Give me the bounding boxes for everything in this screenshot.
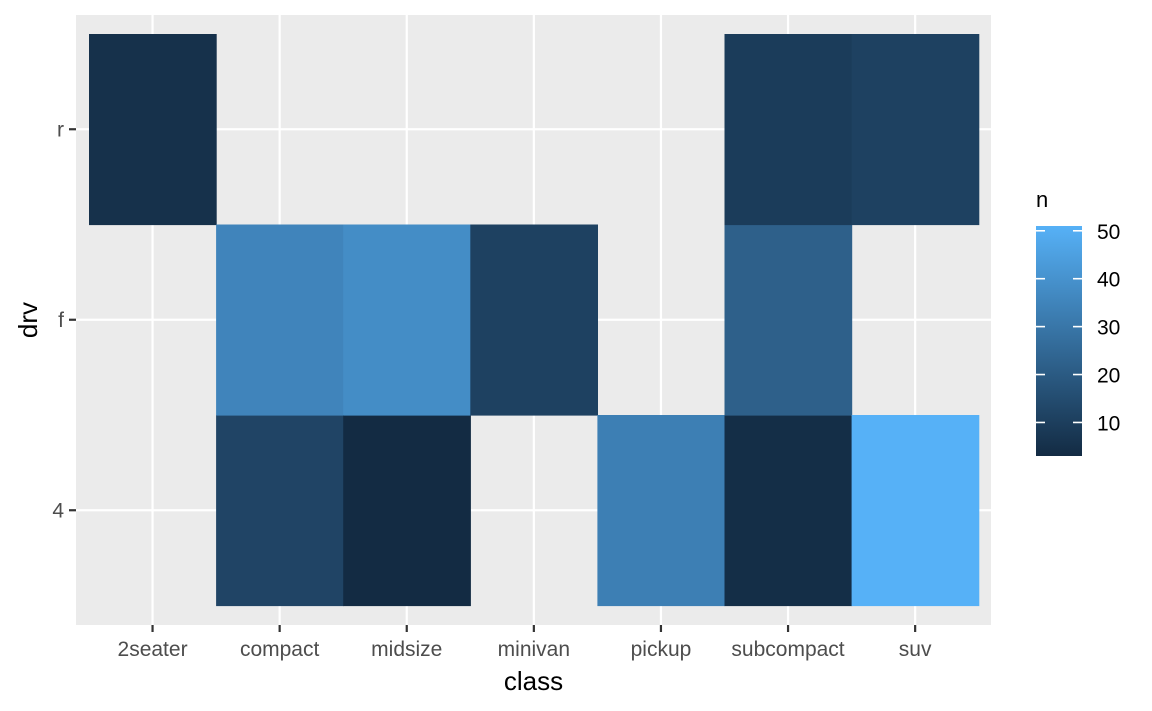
legend-tick-label-10: 10 xyxy=(1097,412,1120,435)
legend-tick-label-20: 20 xyxy=(1097,365,1120,388)
x-axis-title: class xyxy=(504,666,563,696)
legend-colorbar xyxy=(1036,226,1082,456)
y-tick-label-f: f xyxy=(58,309,64,332)
tile-minivan-f xyxy=(470,224,598,416)
tile-subcompact-r xyxy=(724,34,853,226)
tile-midsize-f xyxy=(343,224,471,416)
legend-tick-label-40: 40 xyxy=(1097,269,1120,292)
legend-tick-label-50: 50 xyxy=(1097,221,1120,244)
x-tick-label-minivan: minivan xyxy=(498,638,570,661)
y-axis: 4 f r xyxy=(52,118,76,522)
y-axis-title: drv xyxy=(13,302,43,338)
tile-subcompact-4 xyxy=(724,415,853,607)
tile-suv-r xyxy=(851,34,980,226)
x-axis: 2seater compact midsize minivan pickup subcom… xyxy=(118,625,932,661)
tile-compact-4 xyxy=(216,415,344,607)
legend-ticks: 10 20 30 40 50 xyxy=(1036,221,1120,435)
tile-subcompact-f xyxy=(724,224,853,416)
heatmap-tiles xyxy=(89,34,980,607)
tile-suv-4 xyxy=(851,415,980,607)
y-tick-label-4: 4 xyxy=(52,499,64,522)
x-tick-label-2seater: 2seater xyxy=(118,638,188,661)
x-tick-label-midsize: midsize xyxy=(371,638,442,661)
tile-midsize-4 xyxy=(343,415,471,607)
tile-2seater-r xyxy=(89,34,217,226)
tile-pickup-4 xyxy=(597,415,726,607)
legend-tick-label-30: 30 xyxy=(1097,317,1120,340)
x-tick-label-suv: suv xyxy=(899,638,932,661)
x-tick-label-compact: compact xyxy=(240,638,320,661)
tile-compact-f xyxy=(216,224,344,416)
x-tick-label-subcompact: subcompact xyxy=(731,638,844,661)
legend-title: n xyxy=(1036,187,1048,212)
y-tick-label-r: r xyxy=(57,118,64,141)
color-legend: n 10 20 30 40 50 xyxy=(1036,187,1120,456)
x-tick-label-pickup: pickup xyxy=(631,638,692,661)
